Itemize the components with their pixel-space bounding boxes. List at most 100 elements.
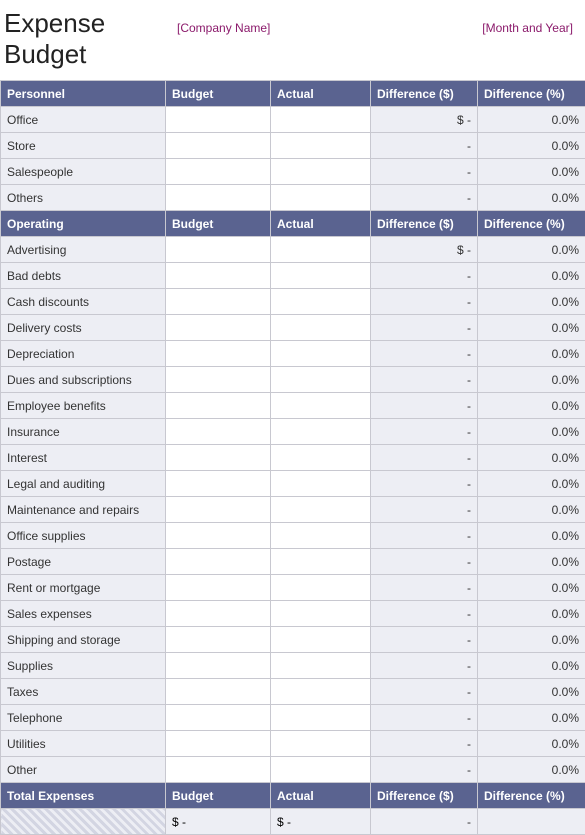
row-label: Other: [1, 757, 166, 783]
col-diff-dollar: Difference ($): [371, 81, 478, 107]
budget-cell[interactable]: [166, 133, 271, 159]
budget-cell[interactable]: [166, 445, 271, 471]
budget-cell[interactable]: [166, 575, 271, 601]
actual-cell[interactable]: [271, 341, 371, 367]
budget-table: PersonnelBudgetActualDifference ($)Diffe…: [0, 80, 585, 835]
actual-cell[interactable]: [271, 263, 371, 289]
actual-cell[interactable]: [271, 393, 371, 419]
table-row: Store-0.0%: [1, 133, 585, 159]
table-row: Rent or mortgage-0.0%: [1, 575, 585, 601]
actual-cell[interactable]: [271, 523, 371, 549]
diff-pct-cell: 0.0%: [478, 341, 585, 367]
actual-cell[interactable]: [271, 679, 371, 705]
diff-pct-cell: 0.0%: [478, 367, 585, 393]
budget-cell[interactable]: [166, 731, 271, 757]
actual-cell[interactable]: [271, 471, 371, 497]
budget-cell[interactable]: [166, 263, 271, 289]
diff-dollar-cell: -: [371, 367, 478, 393]
actual-cell[interactable]: [271, 107, 371, 133]
actual-cell[interactable]: [271, 159, 371, 185]
actual-cell[interactable]: [271, 575, 371, 601]
diff-pct-cell: 0.0%: [478, 601, 585, 627]
budget-cell[interactable]: [166, 185, 271, 211]
row-label: Dues and subscriptions: [1, 367, 166, 393]
row-label: Insurance: [1, 419, 166, 445]
diff-dollar-cell: -: [371, 445, 478, 471]
actual-cell[interactable]: [271, 133, 371, 159]
diff-dollar-cell: -: [371, 731, 478, 757]
totals-spacer: [1, 809, 166, 835]
budget-cell[interactable]: [166, 419, 271, 445]
budget-cell[interactable]: [166, 705, 271, 731]
actual-cell[interactable]: [271, 419, 371, 445]
budget-cell[interactable]: [166, 315, 271, 341]
row-label: Salespeople: [1, 159, 166, 185]
actual-cell[interactable]: [271, 237, 371, 263]
budget-cell[interactable]: [166, 107, 271, 133]
totals-diff-dollar: -: [371, 809, 478, 835]
row-label: Maintenance and repairs: [1, 497, 166, 523]
actual-cell[interactable]: [271, 627, 371, 653]
table-row: Maintenance and repairs-0.0%: [1, 497, 585, 523]
actual-cell[interactable]: [271, 497, 371, 523]
budget-cell[interactable]: [166, 679, 271, 705]
budget-cell[interactable]: [166, 367, 271, 393]
diff-dollar-cell: -: [371, 419, 478, 445]
row-label: Employee benefits: [1, 393, 166, 419]
budget-cell[interactable]: [166, 757, 271, 783]
actual-cell[interactable]: [271, 367, 371, 393]
actual-cell[interactable]: [271, 445, 371, 471]
diff-pct-cell: 0.0%: [478, 289, 585, 315]
table-row: Cash discounts-0.0%: [1, 289, 585, 315]
budget-cell[interactable]: [166, 341, 271, 367]
table-row: Employee benefits-0.0%: [1, 393, 585, 419]
actual-cell[interactable]: [271, 601, 371, 627]
row-label: Store: [1, 133, 166, 159]
diff-dollar-cell: -: [371, 185, 478, 211]
table-row: Taxes-0.0%: [1, 679, 585, 705]
diff-pct-cell: 0.0%: [478, 159, 585, 185]
diff-dollar-cell: -: [371, 133, 478, 159]
row-label: Shipping and storage: [1, 627, 166, 653]
budget-cell[interactable]: [166, 601, 271, 627]
actual-cell[interactable]: [271, 757, 371, 783]
table-row: Utilities-0.0%: [1, 731, 585, 757]
budget-cell[interactable]: [166, 289, 271, 315]
budget-cell[interactable]: [166, 549, 271, 575]
section-name: Operating: [1, 211, 166, 237]
actual-cell[interactable]: [271, 315, 371, 341]
actual-cell[interactable]: [271, 653, 371, 679]
col-actual: Actual: [271, 783, 371, 809]
row-label: Sales expenses: [1, 601, 166, 627]
diff-pct-cell: 0.0%: [478, 523, 585, 549]
table-row: Delivery costs-0.0%: [1, 315, 585, 341]
budget-cell[interactable]: [166, 627, 271, 653]
col-actual: Actual: [271, 81, 371, 107]
diff-dollar-cell: -: [371, 575, 478, 601]
budget-cell[interactable]: [166, 497, 271, 523]
col-diff-pct: Difference (%): [478, 783, 585, 809]
actual-cell[interactable]: [271, 549, 371, 575]
col-diff-dollar: Difference ($): [371, 211, 478, 237]
totals-actual: $ -: [271, 809, 371, 835]
diff-dollar-cell: -: [371, 549, 478, 575]
actual-cell[interactable]: [271, 705, 371, 731]
budget-cell[interactable]: [166, 237, 271, 263]
budget-cell[interactable]: [166, 523, 271, 549]
budget-cell[interactable]: [166, 393, 271, 419]
actual-cell[interactable]: [271, 185, 371, 211]
budget-cell[interactable]: [166, 471, 271, 497]
actual-cell[interactable]: [271, 289, 371, 315]
diff-dollar-cell: -: [371, 315, 478, 341]
actual-cell[interactable]: [271, 731, 371, 757]
col-diff-dollar: Difference ($): [371, 783, 478, 809]
row-label: Utilities: [1, 731, 166, 757]
table-row: Depreciation-0.0%: [1, 341, 585, 367]
diff-dollar-cell: $ -: [371, 107, 478, 133]
totals-diff-pct: [478, 809, 585, 835]
budget-cell[interactable]: [166, 653, 271, 679]
budget-cell[interactable]: [166, 159, 271, 185]
diff-pct-cell: 0.0%: [478, 497, 585, 523]
diff-dollar-cell: -: [371, 705, 478, 731]
row-label: Office: [1, 107, 166, 133]
